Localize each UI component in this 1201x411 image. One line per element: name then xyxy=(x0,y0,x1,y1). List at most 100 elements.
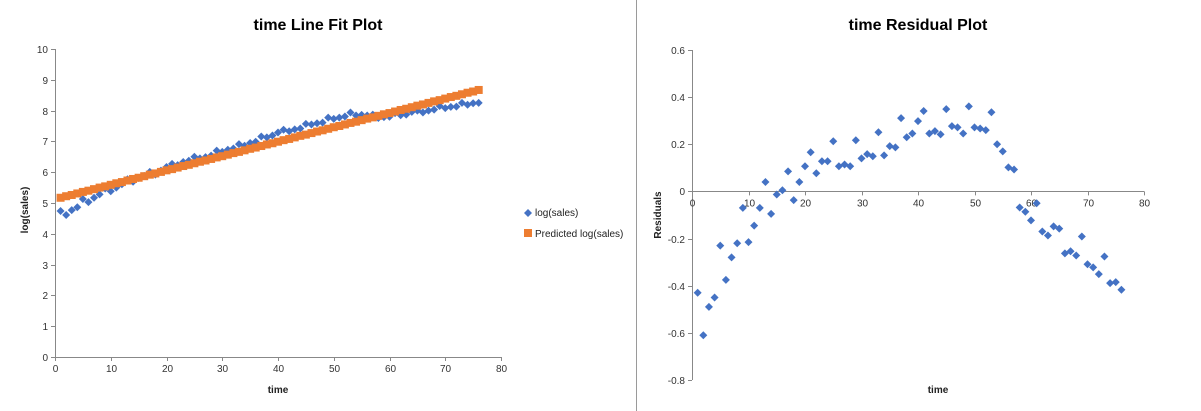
data-point xyxy=(240,146,249,155)
data-point xyxy=(1111,278,1120,287)
y-tick-label: 10 xyxy=(37,45,49,56)
data-point xyxy=(201,156,210,165)
data-point xyxy=(274,137,282,146)
x-tick-label: 30 xyxy=(857,198,869,209)
data-point xyxy=(424,106,433,115)
data-point xyxy=(767,209,776,218)
residual-plot: time Residual Plot time Residuals -0.8 -0… xyxy=(653,17,1150,396)
x-tick-label: 80 xyxy=(1139,198,1151,209)
data-point xyxy=(474,85,483,94)
data-point xyxy=(452,102,461,111)
data-point xyxy=(868,152,877,161)
data-point xyxy=(1027,216,1035,225)
x-tick-label: 0 xyxy=(53,364,59,375)
y-tick-label: 9 xyxy=(42,76,48,87)
data-point xyxy=(290,133,299,142)
data-point xyxy=(914,117,922,126)
data-point xyxy=(880,151,889,160)
y-tick-label: 5 xyxy=(42,199,48,210)
data-point xyxy=(62,192,71,201)
line-fit-plot: time Line Fit Plot time log(sales) log(s… xyxy=(20,17,623,396)
data-point xyxy=(874,128,883,137)
y-tick-label: 7 xyxy=(42,137,48,148)
y-tick-label: 0 xyxy=(42,353,48,364)
data-point xyxy=(251,143,260,152)
data-point xyxy=(755,203,764,212)
data-point xyxy=(1055,224,1064,233)
data-point xyxy=(418,100,427,109)
data-point xyxy=(84,186,93,195)
data-point xyxy=(67,190,76,199)
data-point xyxy=(851,136,860,145)
x-tick-label: 70 xyxy=(1083,198,1095,209)
x-tick-label: 0 xyxy=(690,198,696,209)
x-tick-label: 10 xyxy=(744,198,756,209)
data-point xyxy=(145,170,154,179)
data-point xyxy=(1049,222,1058,231)
data-point xyxy=(374,111,383,120)
data-point xyxy=(112,179,121,188)
data-point xyxy=(1106,279,1115,288)
data-point xyxy=(1066,247,1075,256)
x-tick-label: 80 xyxy=(496,364,508,375)
data-point xyxy=(430,105,439,114)
data-point xyxy=(313,119,322,128)
data-point xyxy=(1094,270,1103,279)
data-point xyxy=(234,140,243,149)
legend-marker-log-sales xyxy=(524,209,532,217)
series-predicted-log-sales xyxy=(56,85,483,202)
data-point xyxy=(402,104,411,113)
data-point xyxy=(90,193,99,202)
data-point xyxy=(463,100,472,109)
data-point xyxy=(993,140,1002,149)
data-point xyxy=(925,129,934,138)
data-point xyxy=(117,178,126,187)
data-point xyxy=(62,211,71,220)
data-point xyxy=(396,105,405,114)
data-point xyxy=(817,157,826,166)
data-point xyxy=(457,90,466,99)
data-point xyxy=(313,127,322,136)
data-point xyxy=(168,165,177,174)
data-point xyxy=(981,126,990,135)
data-point xyxy=(704,302,713,311)
data-point xyxy=(710,293,719,302)
data-point xyxy=(346,108,355,117)
y-tick-label: -0.2 xyxy=(668,235,686,246)
x-tick-label: 50 xyxy=(970,198,982,209)
data-point xyxy=(329,123,338,132)
data-point xyxy=(840,160,849,169)
x-tick-label: 50 xyxy=(329,364,341,375)
data-point xyxy=(279,136,288,145)
data-point xyxy=(173,163,182,172)
y-tick-label: 6 xyxy=(42,168,48,179)
chart-title: time Residual Plot xyxy=(849,17,988,34)
data-point xyxy=(379,110,388,119)
data-point xyxy=(942,105,951,114)
y-axis-label: Residuals xyxy=(653,191,664,239)
data-point xyxy=(970,123,979,132)
data-point xyxy=(772,190,781,199)
data-point xyxy=(744,238,753,247)
data-point xyxy=(953,123,962,132)
data-point xyxy=(67,206,76,215)
y-tick-label: -0.8 xyxy=(668,376,686,387)
data-point xyxy=(184,160,193,169)
data-point xyxy=(90,185,99,194)
data-point xyxy=(463,88,472,97)
data-point xyxy=(229,149,238,158)
data-point xyxy=(897,114,906,123)
data-point xyxy=(1100,252,1109,261)
data-point xyxy=(129,174,138,183)
data-point xyxy=(1072,251,1081,260)
data-point xyxy=(84,198,93,207)
data-point xyxy=(335,113,344,122)
data-point xyxy=(268,139,277,148)
y-tick-label: -0.4 xyxy=(668,282,686,293)
y-tick-label: 1 xyxy=(42,322,48,333)
data-point xyxy=(151,169,160,178)
data-point xyxy=(391,107,400,116)
data-point xyxy=(106,180,115,189)
x-tick-label: 20 xyxy=(800,198,812,209)
data-point xyxy=(290,125,299,134)
